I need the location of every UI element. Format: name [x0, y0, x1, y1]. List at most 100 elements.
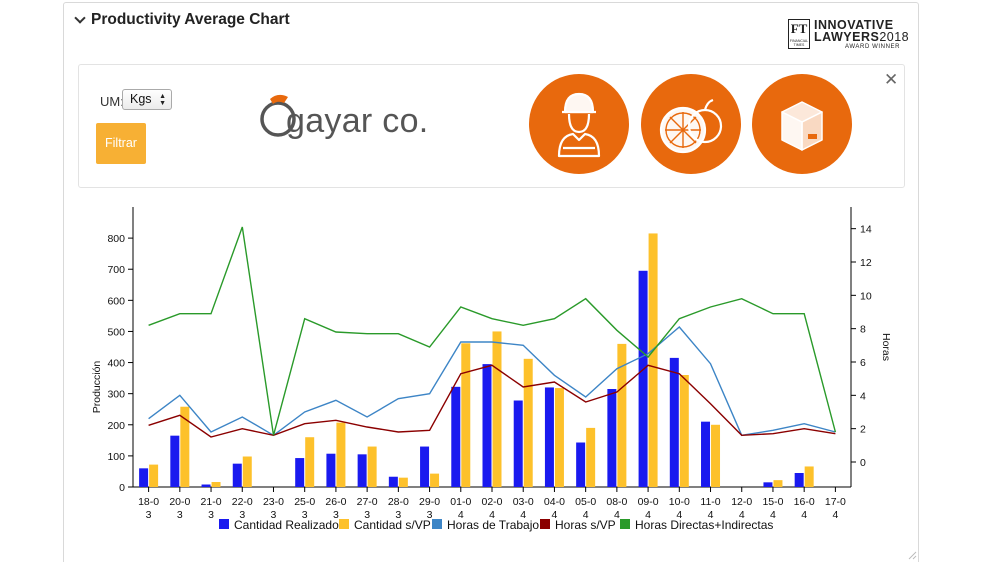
x-tick-label: 28-0 3: [388, 496, 409, 521]
award-line1: INNOVATIVE: [814, 18, 894, 32]
y2-tick-label: 4: [860, 390, 866, 402]
bar-cantidad-realizado: [794, 473, 804, 487]
um-label: UM:: [100, 94, 124, 109]
x-tick-label: 11-0 4: [700, 496, 720, 521]
y2-tick-label: 8: [860, 324, 866, 336]
x-tick-label: 12-0 4: [731, 496, 752, 521]
bar-cantidad-realizado: [388, 476, 398, 487]
legend-label: Cantidad s/VP: [354, 518, 431, 532]
ft-logo-text: FT: [790, 21, 808, 36]
box-icon: [781, 101, 823, 151]
x-tick-label: 10-0 4: [669, 496, 690, 521]
bar-cantidad-realizado: [420, 446, 430, 487]
bar-cantidad-svp: [180, 406, 190, 487]
bar-cantidad-svp: [305, 437, 315, 487]
y-tick-label: 200: [107, 420, 125, 432]
legend-swatch: [620, 519, 630, 529]
y-tick-label: 0: [119, 482, 125, 494]
legend-swatch: [540, 519, 550, 529]
company-logo: gayar co.: [258, 92, 458, 144]
bar-cantidad-realizado: [482, 364, 492, 487]
citrus-category-button[interactable]: [641, 74, 741, 174]
select-arrows-icon: ▲ ▼: [159, 93, 166, 107]
close-icon[interactable]: ✕: [884, 70, 899, 90]
panel-header[interactable]: Productivity Average Chart: [74, 11, 290, 29]
bar-cantidad-svp: [804, 466, 814, 487]
x-tick-label: 04-0 4: [544, 496, 565, 521]
legend-label: Horas s/VP: [555, 518, 616, 532]
award-line2-text: LAWYERS: [814, 30, 880, 44]
filter-button[interactable]: Filtrar: [96, 123, 146, 164]
y-tick-label: 500: [107, 326, 125, 338]
y2-tick-label: 2: [860, 424, 866, 436]
bar-cantidad-svp: [461, 343, 471, 487]
bar-cantidad-realizado: [607, 389, 617, 487]
bar-cantidad-realizado: [295, 458, 305, 487]
bar-cantidad-realizado: [139, 468, 149, 487]
x-tick-label: 03-0 4: [513, 496, 534, 521]
y-axis-title: Producción: [91, 361, 103, 414]
x-tick-label: 27-0 3: [357, 496, 378, 521]
y-tick-label: 300: [107, 389, 125, 401]
bar-cantidad-realizado: [201, 484, 211, 487]
worker-category-button[interactable]: [529, 74, 629, 174]
bar-cantidad-svp: [773, 480, 783, 487]
logo-text: gayar co.: [286, 102, 429, 140]
citrus-icon: [659, 98, 723, 154]
bar-cantidad-realizado: [232, 463, 242, 487]
bar-cantidad-realizado: [669, 357, 679, 487]
bar-cantidad-svp: [367, 446, 377, 487]
bar-cantidad-realizado: [763, 482, 773, 487]
bar-cantidad-realizado: [701, 421, 711, 487]
ft-logo: FT FINANCIAL TIMES: [788, 19, 810, 49]
x-tick-label: 16-0 4: [794, 496, 815, 521]
legend-swatch: [339, 519, 349, 529]
bar-cantidad-realizado: [513, 400, 523, 487]
y2-tick-label: 10: [860, 290, 872, 302]
award-badge: FT FINANCIAL TIMES INNOVATIVE LAWYERS201…: [788, 18, 909, 53]
line-horas-trabajo: [148, 326, 836, 437]
x-tick-label: 20-0 3: [169, 496, 190, 521]
logo-o-icon: [260, 94, 296, 137]
x-tick-label: 18-0 3: [138, 496, 159, 521]
x-tick-label: 21-0 3: [201, 496, 222, 521]
um-select[interactable]: Kgs ▲ ▼: [122, 89, 172, 110]
legend-label: Horas de Trabajo: [447, 518, 539, 532]
x-tick-label: 17-0 4: [825, 496, 846, 521]
resize-handle-icon[interactable]: [907, 550, 917, 560]
x-tick-label: 08-0 4: [606, 496, 627, 521]
y2-tick-label: 14: [860, 224, 872, 236]
bar-cantidad-realizado: [451, 386, 461, 487]
legend-swatch: [219, 519, 229, 529]
x-tick-label: 05-0 4: [575, 496, 596, 521]
y-tick-label: 100: [107, 451, 125, 463]
x-tick-label: 02-0 4: [481, 496, 502, 521]
y-tick-label: 400: [107, 358, 125, 370]
x-tick-label: 23-0 3: [263, 496, 284, 521]
y-tick-label: 600: [107, 295, 125, 307]
bar-cantidad-svp: [149, 464, 159, 487]
bar-cantidad-svp: [430, 473, 440, 487]
bar-cantidad-svp: [679, 375, 689, 487]
x-tick-label: 01-0 4: [450, 496, 471, 521]
legend-label: Horas Directas+Indirectas: [635, 518, 773, 532]
bar-cantidad-svp: [554, 388, 564, 487]
line-horas-svp: [148, 364, 836, 438]
award-line2: LAWYERS2018: [814, 31, 909, 44]
y2-tick-label: 0: [860, 457, 866, 469]
bar-cantidad-realizado: [638, 270, 648, 487]
y2-tick-label: 6: [860, 357, 866, 369]
y2-axis-title: Horas: [880, 333, 892, 361]
bar-cantidad-svp: [242, 456, 252, 487]
bar-cantidad-svp: [492, 331, 502, 487]
page-title: Productivity Average Chart: [91, 11, 290, 28]
legend-swatch: [432, 519, 442, 529]
box-category-button[interactable]: [752, 74, 852, 174]
x-tick-label: 25-0 3: [294, 496, 315, 521]
x-tick-label: 09-0 4: [638, 496, 659, 521]
line-horas-directas: [148, 226, 837, 436]
award-line3: AWARD WINNER: [845, 44, 901, 50]
bar-cantidad-realizado: [326, 453, 336, 487]
y-tick-label: 800: [107, 233, 125, 245]
x-tick-label: 26-0 3: [325, 496, 346, 521]
